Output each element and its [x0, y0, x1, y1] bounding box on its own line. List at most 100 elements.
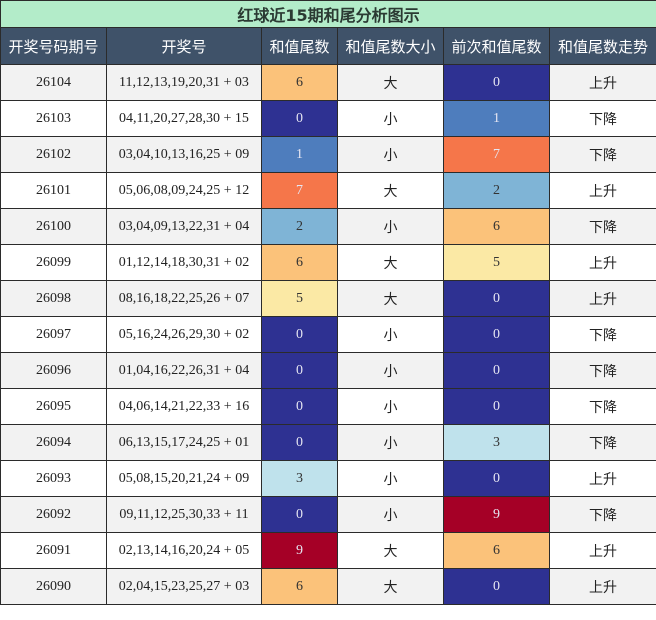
- size-cell: 大: [337, 172, 444, 209]
- trend-cell: 下降: [549, 208, 656, 245]
- tail-value-cell: 0: [261, 424, 338, 461]
- table-row: 26102 03,04,10,13,16,25 + 09 1 小 7 下降: [0, 136, 656, 173]
- prev-tail-value-cell: 0: [443, 316, 550, 353]
- size-cell: 小: [337, 460, 444, 497]
- tail-value-cell: 0: [261, 100, 338, 137]
- table-row: 26093 05,08,15,20,21,24 + 09 3 小 0 上升: [0, 460, 656, 497]
- issue-cell: 26091: [0, 532, 107, 569]
- size-cell: 小: [337, 208, 444, 245]
- draw-numbers-cell: 03,04,10,13,16,25 + 09: [106, 136, 262, 173]
- size-cell: 大: [337, 64, 444, 101]
- issue-cell: 26103: [0, 100, 107, 137]
- draw-numbers-cell: 09,11,12,25,30,33 + 11: [106, 496, 262, 533]
- draw-numbers-cell: 11,12,13,19,20,31 + 03: [106, 64, 262, 101]
- draw-numbers-cell: 05,06,08,09,24,25 + 12: [106, 172, 262, 209]
- tail-value-cell: 6: [261, 244, 338, 281]
- tail-value-cell: 3: [261, 460, 338, 497]
- header-trend: 和值尾数走势: [549, 27, 656, 65]
- issue-cell: 26097: [0, 316, 107, 353]
- trend-cell: 上升: [549, 64, 656, 101]
- table-row: 26103 04,11,20,27,28,30 + 15 0 小 1 下降: [0, 100, 656, 137]
- header-prev-tail: 前次和值尾数: [443, 27, 550, 65]
- size-cell: 大: [337, 280, 444, 317]
- issue-cell: 26098: [0, 280, 107, 317]
- size-cell: 小: [337, 424, 444, 461]
- size-cell: 小: [337, 388, 444, 425]
- tail-value-cell: 6: [261, 64, 338, 101]
- tail-value-cell: 0: [261, 316, 338, 353]
- table-row: 26101 05,06,08,09,24,25 + 12 7 大 2 上升: [0, 172, 656, 209]
- issue-cell: 26096: [0, 352, 107, 389]
- table-row: 26099 01,12,14,18,30,31 + 02 6 大 5 上升: [0, 244, 656, 281]
- header-size: 和值尾数大小: [337, 27, 444, 65]
- size-cell: 大: [337, 244, 444, 281]
- prev-tail-value-cell: 0: [443, 388, 550, 425]
- prev-tail-value-cell: 0: [443, 568, 550, 605]
- tail-value-cell: 1: [261, 136, 338, 173]
- issue-cell: 26099: [0, 244, 107, 281]
- tail-value-cell: 2: [261, 208, 338, 245]
- trend-cell: 下降: [549, 388, 656, 425]
- size-cell: 小: [337, 352, 444, 389]
- tail-value-cell: 9: [261, 532, 338, 569]
- prev-tail-value-cell: 0: [443, 64, 550, 101]
- issue-cell: 26101: [0, 172, 107, 209]
- issue-cell: 26100: [0, 208, 107, 245]
- issue-cell: 26094: [0, 424, 107, 461]
- table-row: 26100 03,04,09,13,22,31 + 04 2 小 6 下降: [0, 208, 656, 245]
- header-issue: 开奖号码期号: [0, 27, 107, 65]
- tail-analysis-table: 红球近15期和尾分析图示 开奖号码期号 开奖号 和值尾数 和值尾数大小 前次和值…: [0, 0, 656, 605]
- prev-tail-value-cell: 0: [443, 460, 550, 497]
- trend-cell: 下降: [549, 424, 656, 461]
- table-row: 26096 01,04,16,22,26,31 + 04 0 小 0 下降: [0, 352, 656, 389]
- trend-cell: 上升: [549, 532, 656, 569]
- table-body: 26104 11,12,13,19,20,31 + 03 6 大 0 上升 26103 04,…: [0, 64, 656, 605]
- header-draw: 开奖号: [106, 27, 262, 65]
- draw-numbers-cell: 02,13,14,16,20,24 + 05: [106, 532, 262, 569]
- tail-value-cell: 0: [261, 496, 338, 533]
- table-row: 26098 08,16,18,22,25,26 + 07 5 大 0 上升: [0, 280, 656, 317]
- size-cell: 小: [337, 136, 444, 173]
- tail-value-cell: 0: [261, 352, 338, 389]
- size-cell: 大: [337, 532, 444, 569]
- issue-cell: 26092: [0, 496, 107, 533]
- prev-tail-value-cell: 0: [443, 352, 550, 389]
- table-title: 红球近15期和尾分析图示: [0, 0, 656, 28]
- prev-tail-value-cell: 5: [443, 244, 550, 281]
- draw-numbers-cell: 04,11,20,27,28,30 + 15: [106, 100, 262, 137]
- table-row: 26104 11,12,13,19,20,31 + 03 6 大 0 上升: [0, 64, 656, 101]
- size-cell: 小: [337, 316, 444, 353]
- issue-cell: 26093: [0, 460, 107, 497]
- table-row: 26095 04,06,14,21,22,33 + 16 0 小 0 下降: [0, 388, 656, 425]
- tail-value-cell: 7: [261, 172, 338, 209]
- prev-tail-value-cell: 2: [443, 172, 550, 209]
- issue-cell: 26102: [0, 136, 107, 173]
- draw-numbers-cell: 04,06,14,21,22,33 + 16: [106, 388, 262, 425]
- table-row: 26094 06,13,15,17,24,25 + 01 0 小 3 下降: [0, 424, 656, 461]
- table-row: 26092 09,11,12,25,30,33 + 11 0 小 9 下降: [0, 496, 656, 533]
- size-cell: 大: [337, 568, 444, 605]
- prev-tail-value-cell: 6: [443, 208, 550, 245]
- tail-value-cell: 5: [261, 280, 338, 317]
- prev-tail-value-cell: 0: [443, 280, 550, 317]
- trend-cell: 上升: [549, 244, 656, 281]
- trend-cell: 下降: [549, 100, 656, 137]
- prev-tail-value-cell: 9: [443, 496, 550, 533]
- size-cell: 小: [337, 100, 444, 137]
- header-tail: 和值尾数: [261, 27, 338, 65]
- table-row: 26091 02,13,14,16,20,24 + 05 9 大 6 上升: [0, 532, 656, 569]
- prev-tail-value-cell: 3: [443, 424, 550, 461]
- draw-numbers-cell: 08,16,18,22,25,26 + 07: [106, 280, 262, 317]
- trend-cell: 上升: [549, 568, 656, 605]
- issue-cell: 26104: [0, 64, 107, 101]
- draw-numbers-cell: 02,04,15,23,25,27 + 03: [106, 568, 262, 605]
- tail-value-cell: 6: [261, 568, 338, 605]
- issue-cell: 26095: [0, 388, 107, 425]
- draw-numbers-cell: 01,12,14,18,30,31 + 02: [106, 244, 262, 281]
- trend-cell: 上升: [549, 460, 656, 497]
- trend-cell: 下降: [549, 496, 656, 533]
- table-row: 26090 02,04,15,23,25,27 + 03 6 大 0 上升: [0, 568, 656, 605]
- header-row: 开奖号码期号 开奖号 和值尾数 和值尾数大小 前次和值尾数 和值尾数走势: [0, 27, 656, 65]
- draw-numbers-cell: 05,16,24,26,29,30 + 02: [106, 316, 262, 353]
